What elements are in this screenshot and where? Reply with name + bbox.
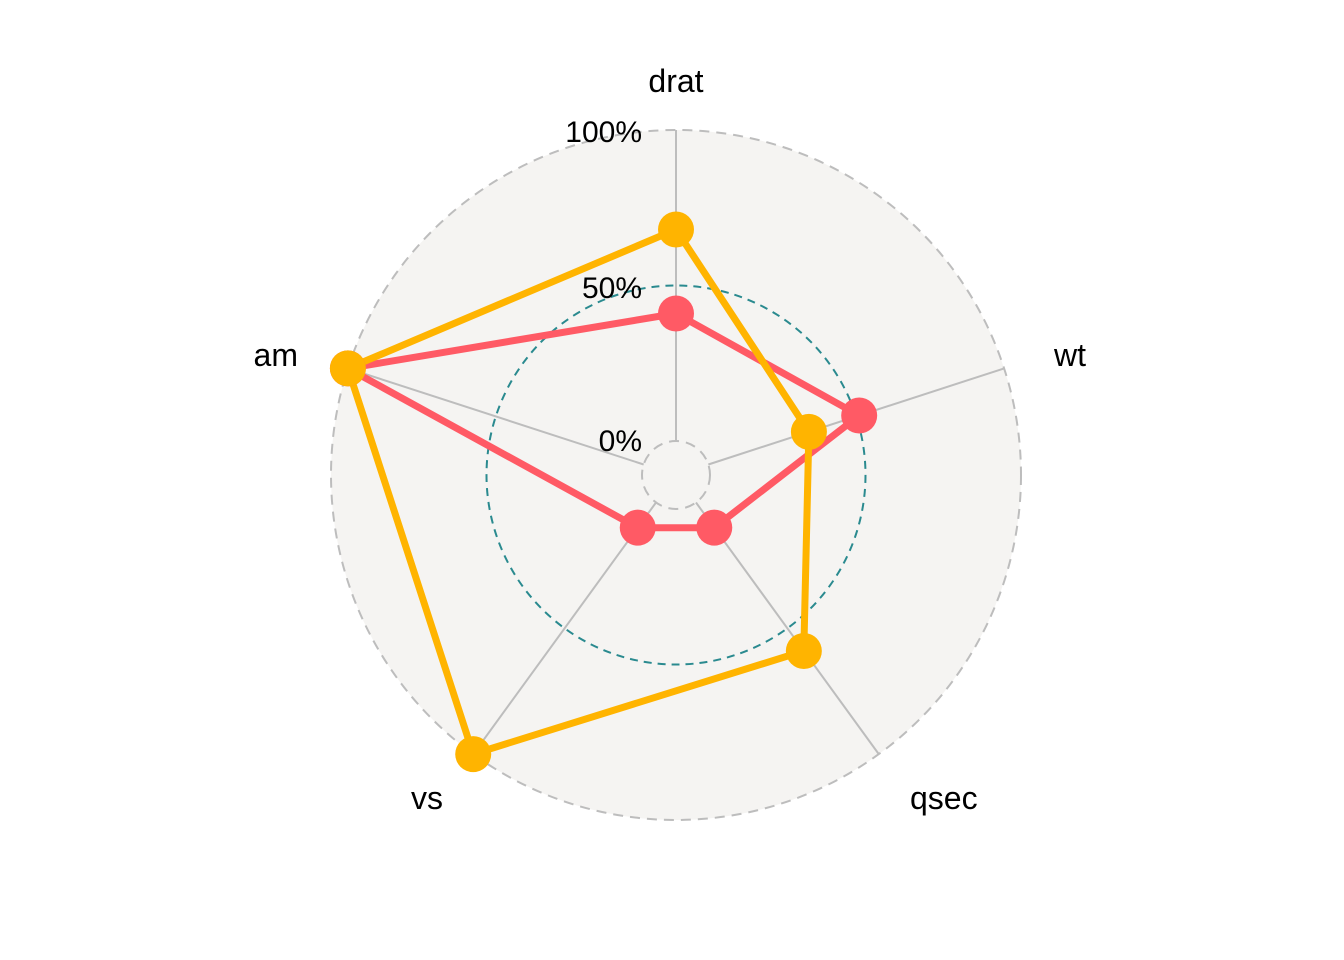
axis-spokes — [347, 130, 1005, 755]
axis-label-vs: vs — [411, 780, 443, 816]
series-1-point-wt — [841, 397, 878, 434]
axis-labels: drat wt qsec vs am — [254, 63, 1087, 816]
grid-label-0: 0% — [599, 425, 642, 458]
series-2-line — [344, 226, 813, 758]
grid-ring-50 — [485, 284, 867, 666]
series-1-point-qsec — [696, 509, 733, 546]
axis-label-am: am — [254, 337, 298, 373]
series-1-point-drat — [658, 295, 694, 332]
series-1-line — [344, 310, 863, 532]
axis-spoke-am — [347, 367, 644, 466]
series-2-point-am — [329, 350, 366, 387]
axis-label-drat: drat — [648, 63, 703, 99]
series-points — [329, 211, 878, 773]
series-2-point-qsec — [785, 632, 822, 669]
series-2-point-vs — [455, 736, 492, 773]
series-1-point-vs — [619, 509, 656, 546]
axis-spoke-vs — [472, 501, 657, 755]
axis-label-qsec: qsec — [910, 780, 978, 816]
grid-label-50: 50% — [582, 272, 642, 305]
grid-labels: 0% 50% 100% — [565, 116, 642, 458]
axis-spoke-qsec — [695, 501, 880, 755]
grid-label-100: 100% — [565, 116, 642, 149]
series-2-point-drat — [658, 211, 694, 248]
series-lines — [344, 226, 863, 758]
axis-label-wt: wt — [1053, 337, 1086, 373]
grid-ring-100 — [330, 129, 1022, 821]
series-2-point-wt — [790, 413, 827, 450]
